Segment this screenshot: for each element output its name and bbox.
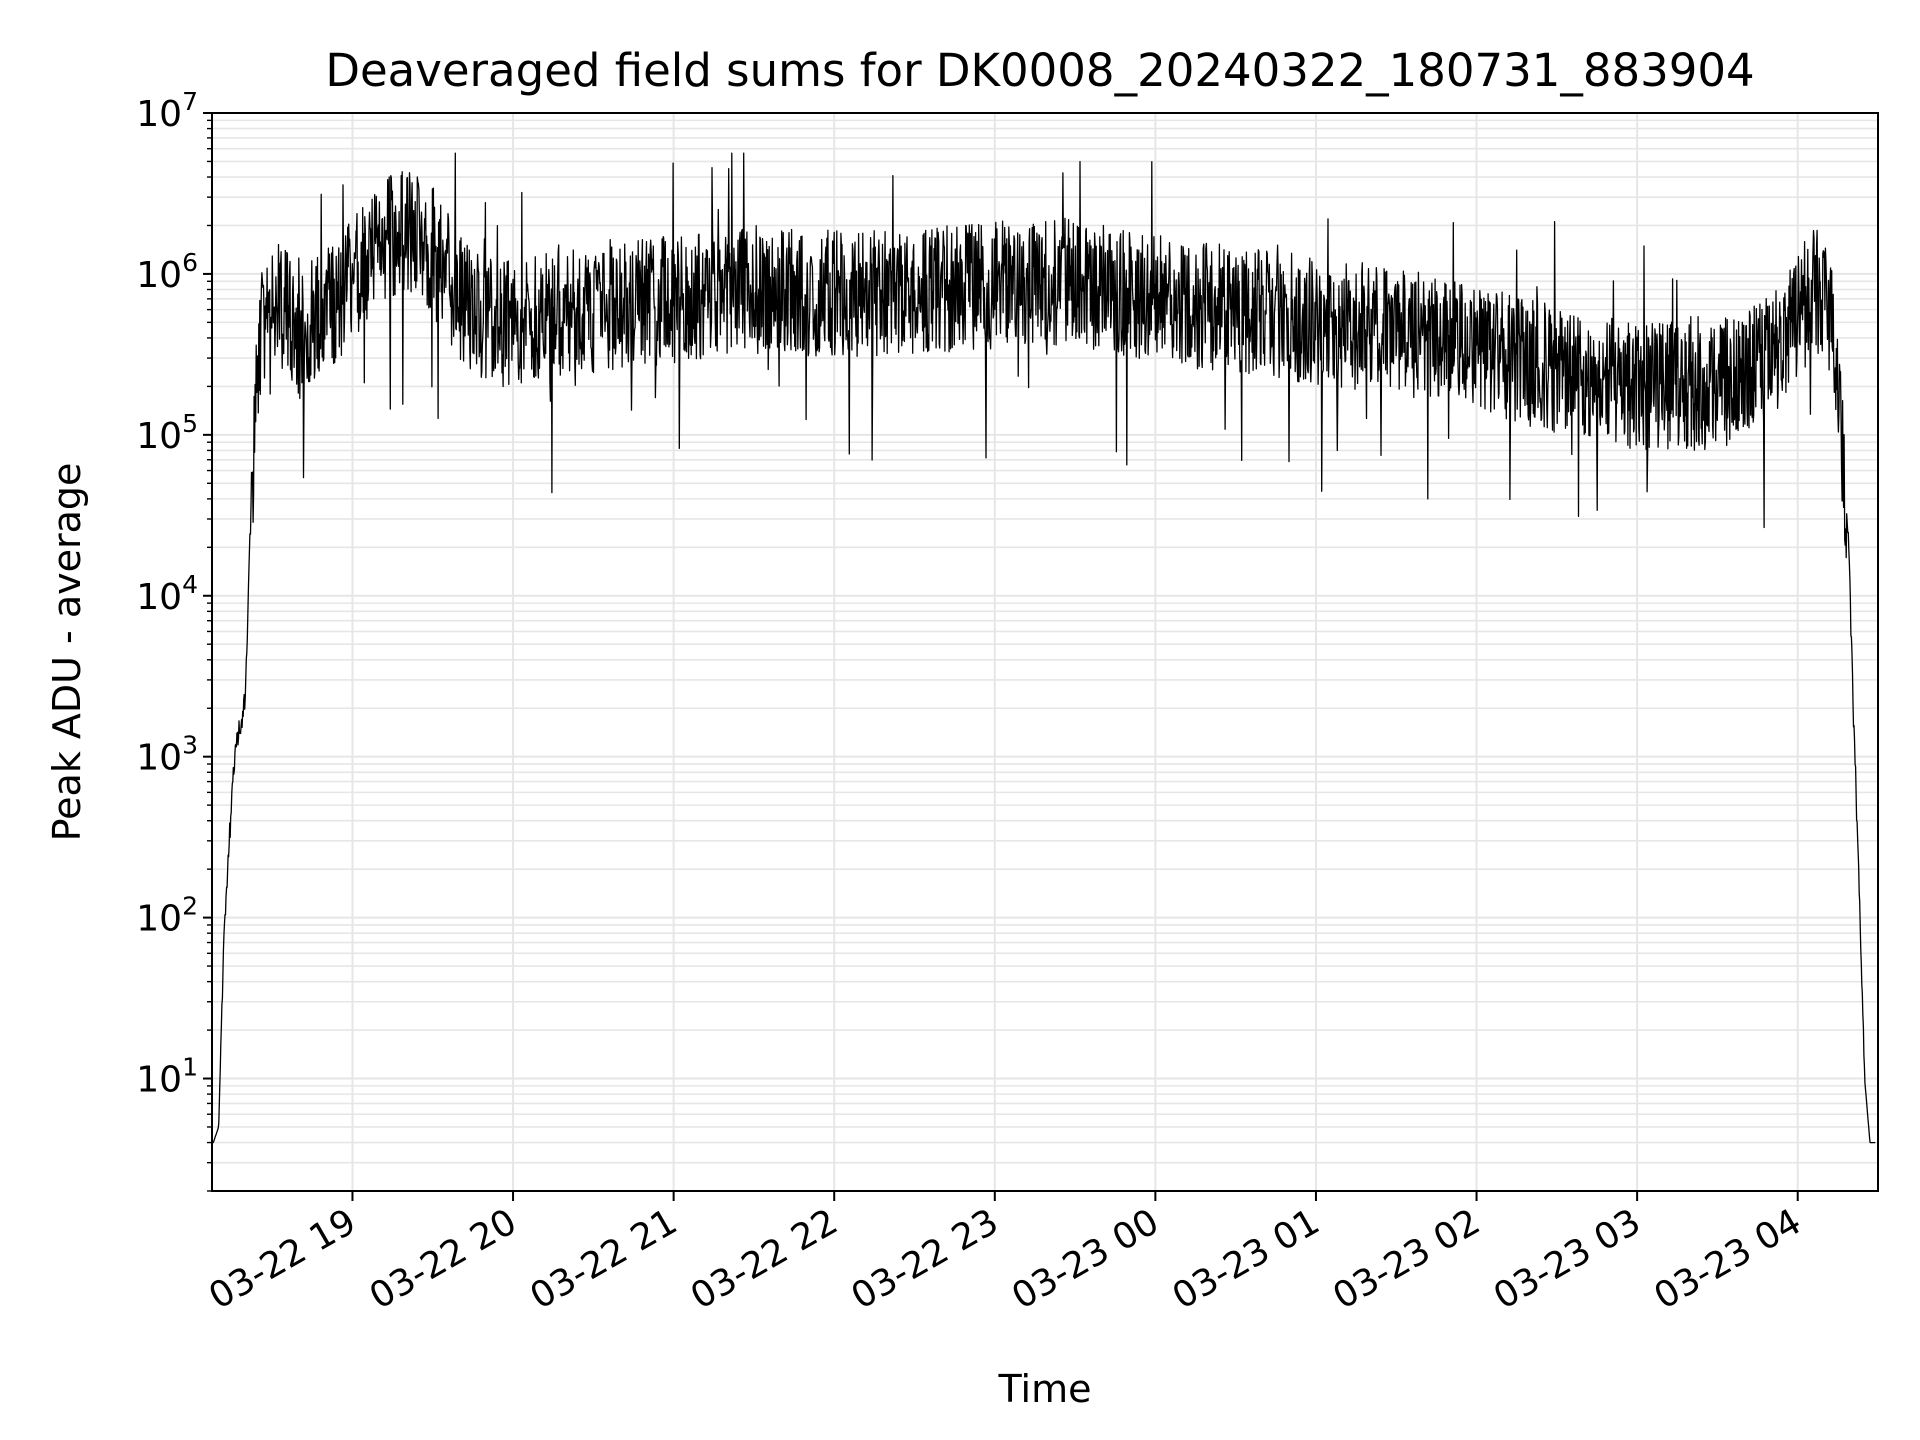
grid xyxy=(212,112,1878,1192)
plot-frame xyxy=(211,112,1879,1192)
y-tick-label: 102 xyxy=(136,892,198,940)
series-line xyxy=(211,152,1876,1144)
y-tick-label: 107 xyxy=(136,87,198,135)
y-tick-label: 104 xyxy=(136,570,198,618)
x-axis-label: Time xyxy=(998,1367,1092,1411)
chart-title: Deaveraged field sums for DK0008_2024032… xyxy=(325,44,1754,97)
y-tick-label: 106 xyxy=(136,248,198,296)
series-layer xyxy=(211,152,1876,1144)
y-tick-label: 105 xyxy=(136,409,198,457)
y-axis: 101 102 103 104 105 106 107 xyxy=(136,87,212,1192)
y-tick-label: 101 xyxy=(136,1053,198,1101)
y-axis-label: Peak ADU - average xyxy=(45,463,89,842)
y-tick-label: 103 xyxy=(136,731,198,779)
